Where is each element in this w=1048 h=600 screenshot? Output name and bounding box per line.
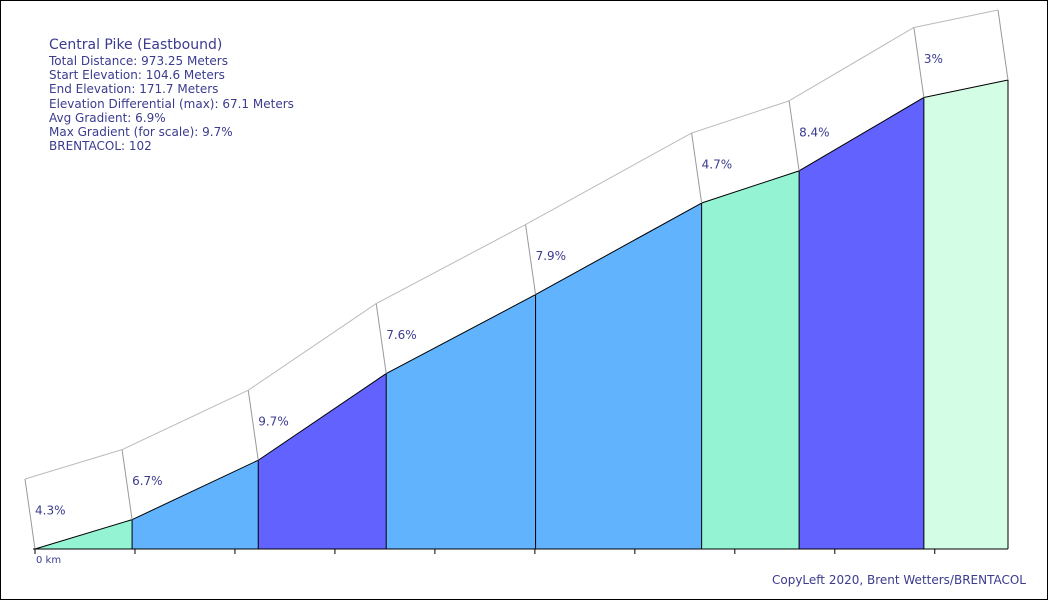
band-top-edge [247,303,377,391]
gradient-label: 7.9% [536,249,567,263]
gradient-label: 8.4% [799,125,830,139]
band-top-edge [525,132,692,226]
band-top-edge [24,449,123,480]
gradient-label: 7.6% [386,328,417,342]
profile-segment-edge [701,170,800,204]
band-top-edge [691,100,790,134]
max-gradient: Max Gradient (for scale): 9.7% [49,125,233,140]
total-distance: Total Distance: 973.25 Meters [49,54,228,68]
segments-layer [34,79,1009,550]
x-axis-layer: 0 km [33,80,1009,566]
avg-gradient: Avg Gradient: 6.9% [49,110,166,125]
elevation-differential: Elevation Differential (max): 67.1 Meter… [49,96,294,111]
band-divider [121,449,133,520]
gradient-label: 9.7% [258,415,289,429]
band-divider [913,27,925,98]
band-divider [691,132,703,204]
profile-segment [799,97,924,549]
profile-segment-edge [131,459,259,521]
brentacol-score: BRENTACOL: 102 [49,139,152,154]
gradient-label: 4.3% [35,503,66,517]
x-axis-tick-label: 0 km [36,555,61,566]
end-elevation: End Elevation: 171.7 Meters [49,82,219,97]
band-divider [247,390,259,461]
route-title: Central Pike (Eastbound) [49,37,223,53]
band-top-edge [788,27,915,102]
profile-segment-edge [535,202,702,296]
copyleft-notice: CopyLeft 2020, Brent Wetters/BRENTACOL [771,573,1026,587]
band-top-edge [375,224,526,305]
band-divider [997,9,1009,81]
profile-segment-edge [923,79,1009,98]
start-elevation: Start Elevation: 104.6 Meters [49,68,225,83]
band-divider [375,303,387,374]
profile-segment-edge [257,373,387,461]
band-divider [24,478,36,550]
gradient-band-layer: 4.3% 6.7% 9.7% 7.6% 7.9% 4.7% 8.4% 3% [24,9,1009,550]
gradient-label: 6.7% [132,474,163,488]
band-divider [788,100,800,171]
band-divider [525,224,537,295]
profile-segment [535,203,702,549]
profile-segment [923,80,1008,549]
route-info-panel: Central Pike (Eastbound) Total Distance:… [49,37,294,153]
band-top-edge [913,9,999,28]
profile-segment [386,294,536,549]
band-top-edge [121,389,249,451]
profile-segment-edge [34,519,133,550]
profile-segment-edge [798,97,925,172]
gradient-label: 4.7% [702,157,733,171]
profile-segment-edge [385,294,536,375]
gradient-label: 3% [924,52,943,66]
profile-segment [258,373,387,549]
profile-segment [132,460,259,549]
profile-segment [701,170,800,549]
